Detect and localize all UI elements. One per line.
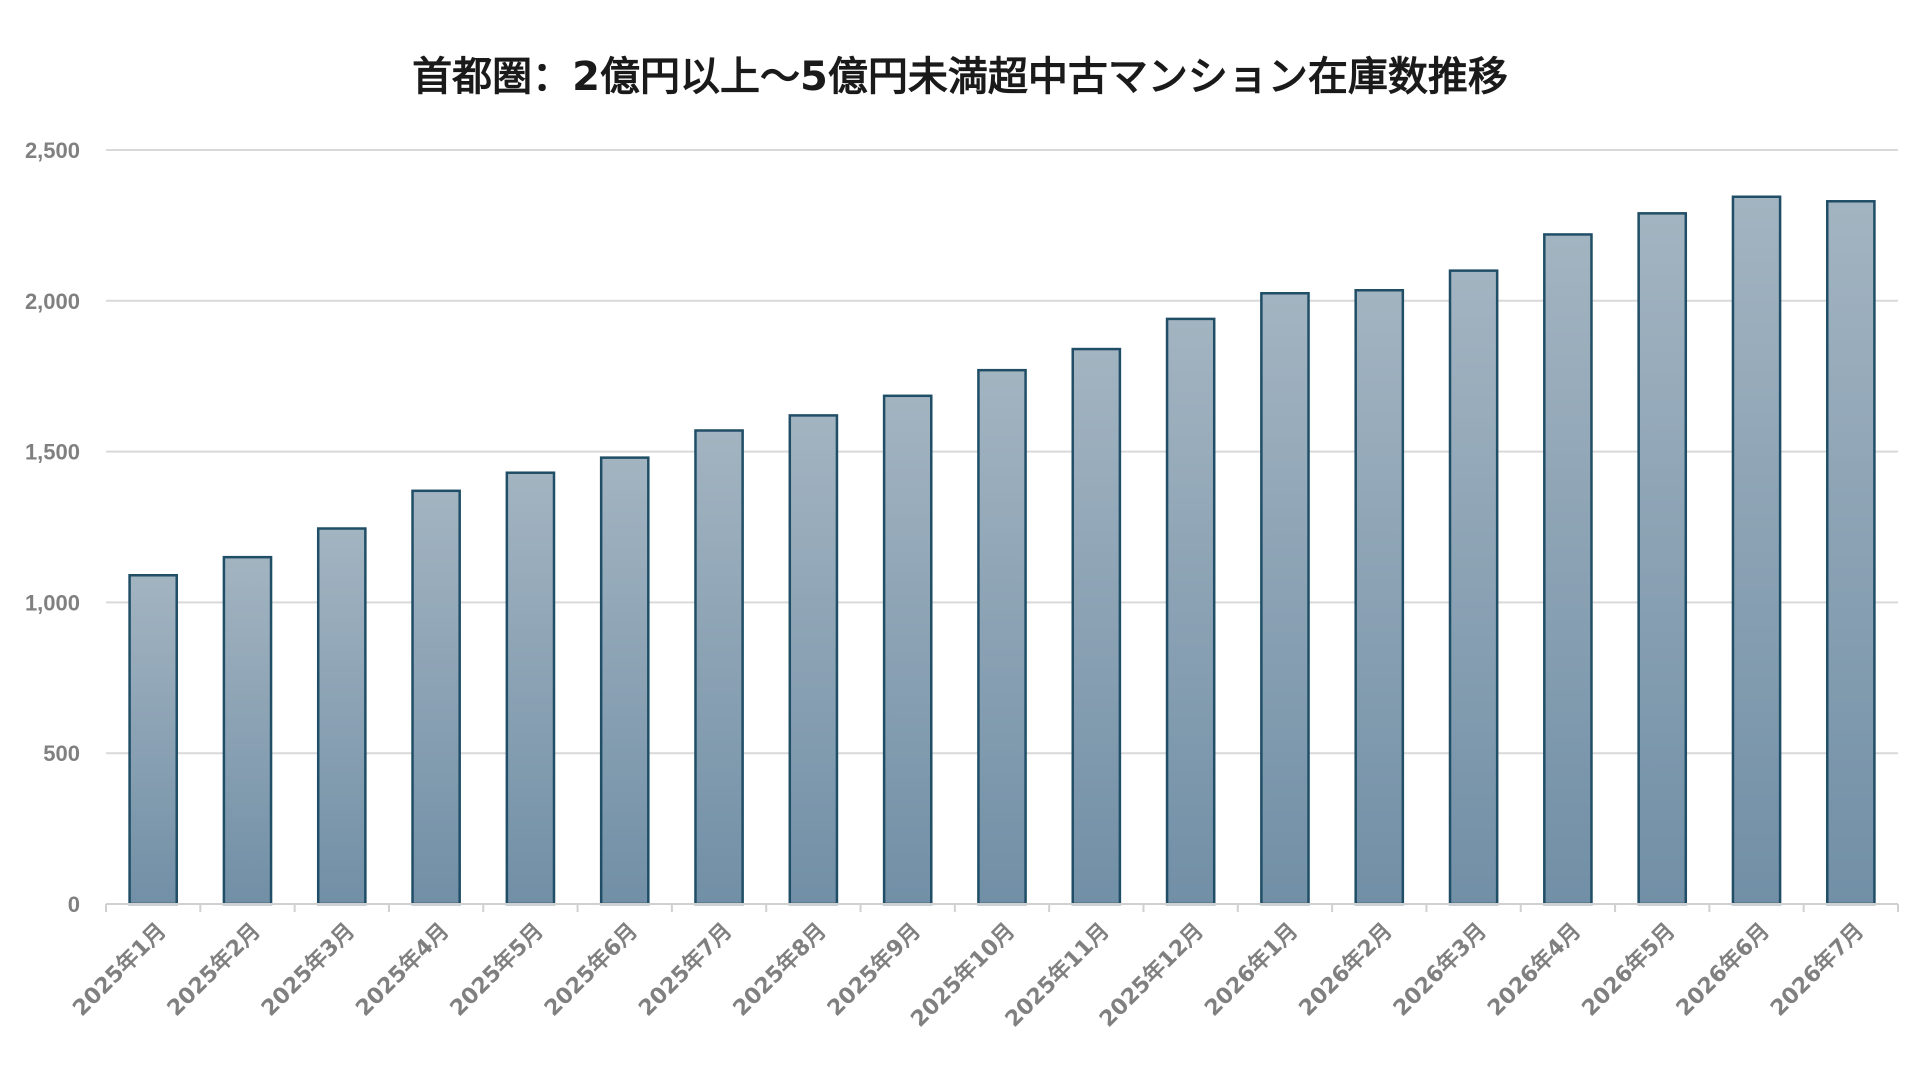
y-tick-label: 1,500 [25,440,80,465]
x-tick-label: 2026年1月 [1200,918,1304,1022]
y-tick-label: 2,500 [25,138,80,163]
bar [599,456,650,906]
bar [882,394,933,906]
x-tick-label: 2025年7月 [634,918,738,1022]
x-tick-label: 2025年5月 [445,918,549,1022]
bar [1543,233,1593,906]
x-axis [105,903,1899,912]
x-tick-label: 2026年7月 [1765,918,1869,1022]
bar [128,574,178,906]
x-tick-label: 2025年8月 [728,918,832,1022]
x-axis-tick-labels: 2025年1月2025年2月2025年3月2025年4月2025年5月2025年… [68,918,1869,1032]
bar [788,414,839,906]
bar [411,489,461,906]
x-tick-label: 2026年3月 [1388,918,1492,1022]
y-tick-label: 500 [43,741,80,766]
y-tick-label: 2,000 [25,289,80,314]
bar [977,368,1027,906]
y-axis-tick-labels: 0 500 1,000 1,500 2,000 2,500 [25,138,80,917]
x-tick-label: 2025年2月 [162,918,266,1022]
x-tick-label: 2026年4月 [1483,918,1587,1022]
y-tick-label: 0 [68,892,80,917]
bars [128,195,1876,906]
bar [1448,269,1499,906]
bar [1260,292,1310,906]
bar [316,527,367,906]
y-tick-label: 1,000 [25,590,80,615]
x-tick-label: 2026年6月 [1671,918,1775,1022]
bar [1637,212,1688,906]
x-tick-label: 2026年2月 [1294,918,1398,1022]
x-tick-label: 2026年5月 [1577,918,1681,1022]
x-tick-label: 2025年1月 [68,918,172,1022]
bar [505,471,556,906]
bar [1731,195,1782,906]
chart-title: 首都圏：2億円以上～5億円未満超中古マンション在庫数推移 [412,54,1508,100]
bar [1826,200,1876,906]
bar [694,429,744,906]
bar [1165,317,1216,906]
bar [1354,288,1405,906]
x-tick-label: 2025年9月 [822,918,926,1022]
bar [222,555,273,906]
x-tick-label: 2025年6月 [539,918,643,1022]
x-tick-label: 2025年4月 [351,918,455,1022]
bar [1071,347,1122,906]
x-tick-label: 2025年3月 [256,918,360,1022]
